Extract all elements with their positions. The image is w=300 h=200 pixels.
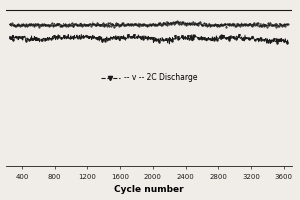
X-axis label: Cycle number: Cycle number bbox=[114, 185, 184, 194]
Legend: -- v -- 2C Discharge: -- v -- 2C Discharge bbox=[98, 70, 200, 85]
